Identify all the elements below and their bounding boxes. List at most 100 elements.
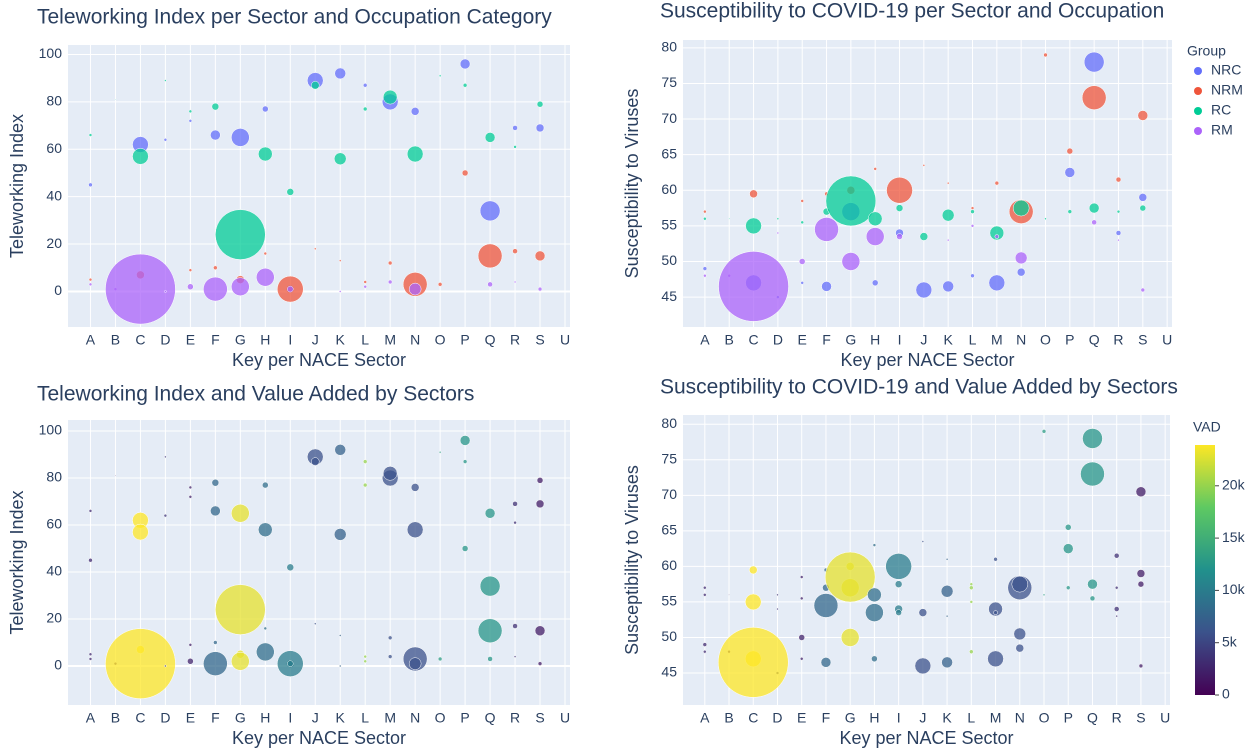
bubble bbox=[213, 265, 218, 271]
bubble bbox=[1083, 51, 1105, 73]
bubble bbox=[1139, 204, 1147, 212]
bubble bbox=[187, 283, 194, 290]
bubble bbox=[461, 169, 469, 177]
bubble bbox=[513, 520, 517, 525]
x-tick-label: M bbox=[384, 332, 396, 348]
legend-marker bbox=[1194, 87, 1202, 95]
x-tick-label: H bbox=[869, 710, 879, 726]
bubble bbox=[1135, 486, 1147, 498]
legend-marker bbox=[1194, 67, 1202, 75]
bubble bbox=[188, 109, 193, 114]
bubble bbox=[703, 593, 707, 597]
bubble bbox=[88, 282, 93, 287]
x-tick-label: G bbox=[235, 332, 246, 348]
bubble bbox=[745, 593, 762, 611]
bubble bbox=[231, 277, 250, 296]
bubble bbox=[969, 582, 974, 586]
x-tick-label: Q bbox=[485, 710, 496, 726]
x-tick-label: R bbox=[1112, 710, 1122, 726]
bubble bbox=[728, 594, 730, 596]
bubble bbox=[799, 657, 804, 661]
x-tick-label: P bbox=[1065, 332, 1074, 348]
y-tick-label: 70 bbox=[661, 110, 677, 126]
x-tick-label: K bbox=[336, 710, 346, 726]
bubble bbox=[728, 218, 730, 220]
bubble bbox=[919, 232, 929, 241]
bubble bbox=[1113, 606, 1120, 612]
bubble bbox=[946, 238, 950, 242]
bubble bbox=[512, 501, 518, 507]
bubble bbox=[1140, 287, 1146, 293]
x-tick-label: I bbox=[897, 710, 901, 726]
y-tick-label: 55 bbox=[661, 593, 677, 609]
bubble bbox=[231, 128, 250, 147]
bubble bbox=[338, 259, 342, 262]
bubble bbox=[1014, 251, 1028, 265]
x-tick-label: B bbox=[111, 710, 120, 726]
bubble bbox=[362, 459, 368, 464]
x-tick-label: I bbox=[288, 332, 292, 348]
bubble bbox=[1043, 52, 1048, 58]
x-tick-label: S bbox=[535, 332, 544, 348]
x-tick-label: H bbox=[260, 710, 270, 726]
x-tick-label: K bbox=[942, 710, 952, 726]
bubble bbox=[387, 260, 393, 266]
x-tick-label: N bbox=[1016, 332, 1026, 348]
bubble bbox=[479, 200, 501, 222]
y-tick-label: 65 bbox=[661, 522, 677, 538]
x-axis-label: Key per NACE Sector bbox=[232, 350, 406, 370]
x-tick-label: L bbox=[969, 332, 977, 348]
bubble bbox=[1081, 85, 1107, 110]
bubble bbox=[718, 251, 789, 322]
bubble bbox=[1138, 663, 1144, 669]
bubble bbox=[287, 285, 294, 293]
bubble bbox=[800, 220, 804, 225]
bubble bbox=[1080, 461, 1105, 487]
bubble bbox=[994, 234, 1000, 239]
bubble bbox=[462, 459, 468, 464]
y-tick-label: 100 bbox=[39, 422, 63, 438]
bubble bbox=[164, 290, 167, 293]
x-tick-label: C bbox=[748, 332, 758, 348]
x-tick-label: S bbox=[535, 710, 544, 726]
bubble bbox=[867, 587, 882, 603]
bubble bbox=[941, 208, 955, 222]
y-tick-label: 45 bbox=[661, 288, 677, 304]
bubble bbox=[363, 654, 367, 659]
x-tick-label: A bbox=[86, 332, 96, 348]
y-tick-label: 80 bbox=[46, 469, 62, 485]
y-tick-label: 80 bbox=[661, 39, 677, 55]
bubble bbox=[479, 575, 501, 597]
x-tick-label: R bbox=[1113, 332, 1123, 348]
bubble bbox=[994, 180, 1000, 186]
bubble bbox=[749, 565, 758, 575]
x-tick-label: I bbox=[288, 710, 292, 726]
bubble bbox=[534, 625, 546, 637]
bubble bbox=[865, 603, 884, 622]
bubble bbox=[1115, 176, 1122, 183]
x-tick-label: M bbox=[991, 332, 1003, 348]
bubble bbox=[970, 206, 975, 210]
bubble bbox=[987, 650, 1004, 668]
bubble bbox=[1088, 202, 1100, 214]
bubble bbox=[800, 199, 804, 203]
x-tick-label: B bbox=[111, 332, 120, 348]
y-tick-label: 80 bbox=[661, 415, 677, 431]
bubble bbox=[163, 513, 168, 518]
bubble bbox=[871, 655, 878, 663]
bubble bbox=[459, 58, 471, 70]
y-axis-label: Teleworking Index bbox=[7, 114, 27, 258]
x-tick-label: N bbox=[410, 332, 420, 348]
x-tick-label: S bbox=[1136, 710, 1145, 726]
bubble bbox=[163, 138, 168, 142]
bubble bbox=[1082, 428, 1103, 449]
x-tick-label: G bbox=[845, 332, 856, 348]
x-axis-label: Key per NACE Sector bbox=[840, 350, 1014, 370]
bubble bbox=[338, 290, 342, 293]
chart-title: Teleworking Index per Sector and Occupat… bbox=[37, 6, 552, 29]
bubble bbox=[88, 133, 93, 137]
bubble bbox=[1011, 575, 1029, 593]
y-tick-label: 40 bbox=[46, 563, 62, 579]
bubble bbox=[988, 601, 1003, 617]
